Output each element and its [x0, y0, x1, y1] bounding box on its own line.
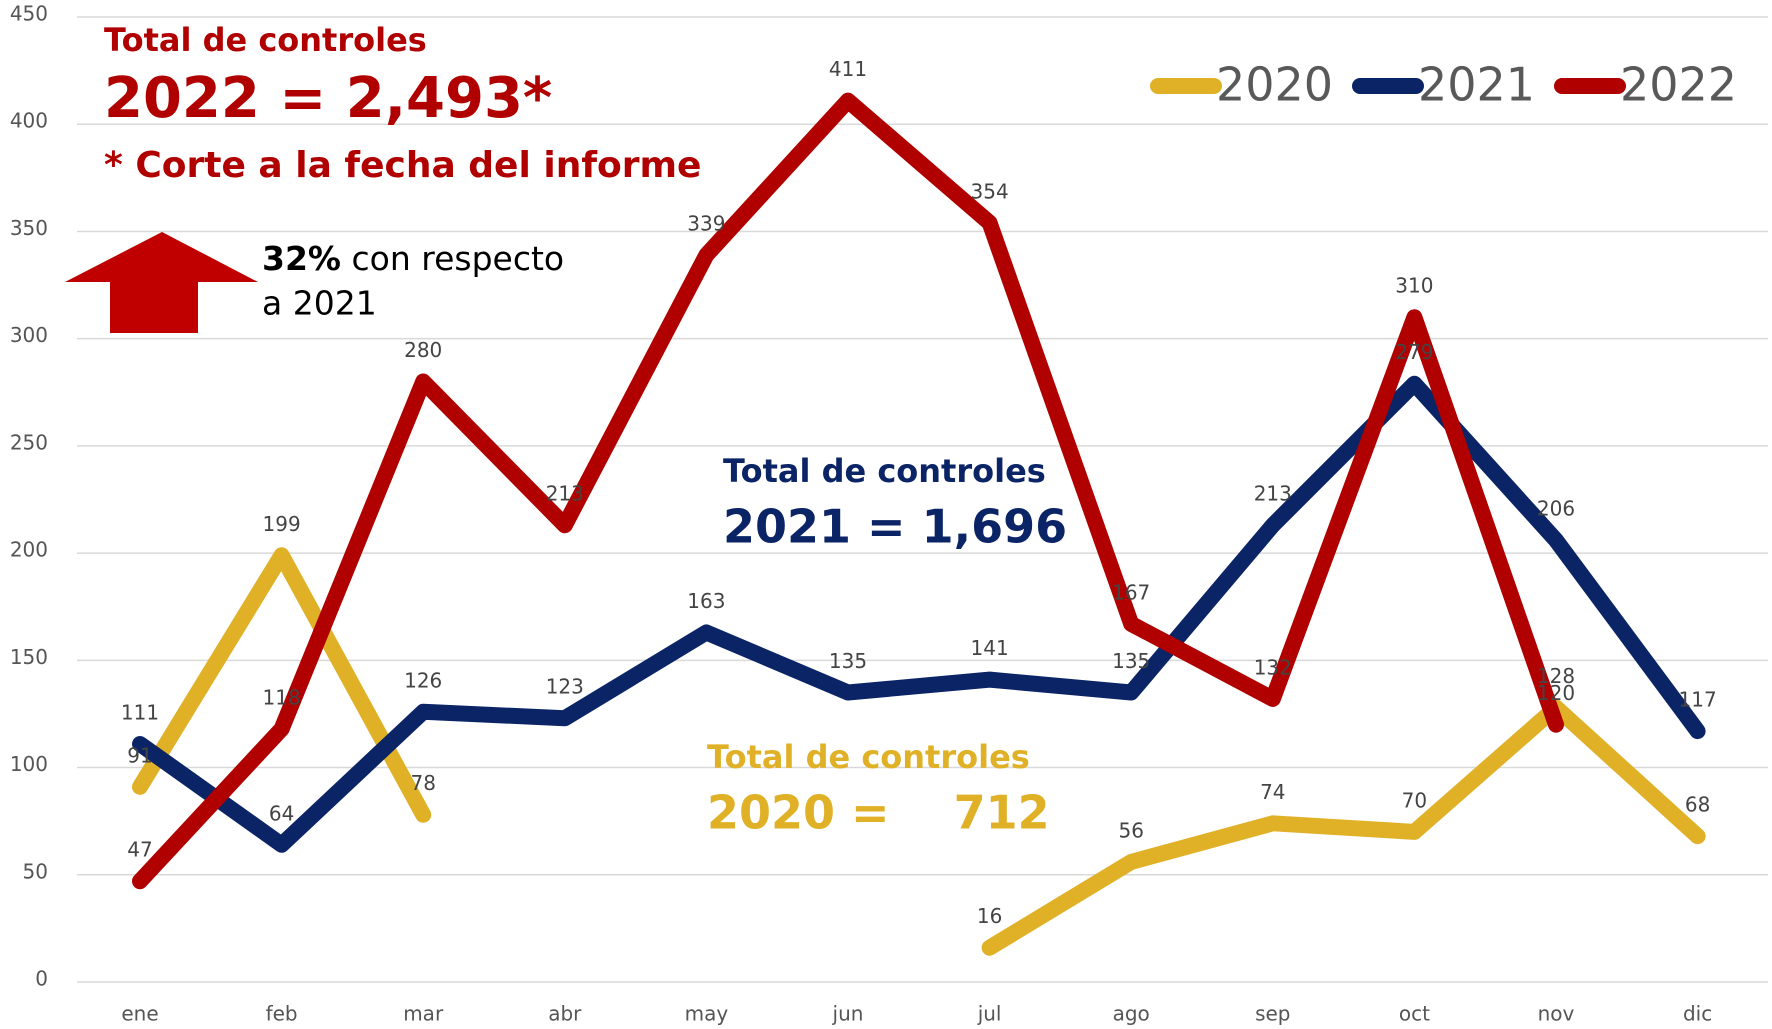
data-label: 279 — [1395, 340, 1433, 364]
change-note: 32% con respecto — [262, 239, 564, 278]
data-label: 117 — [1679, 688, 1717, 712]
legend-label: 2022 — [1620, 58, 1737, 112]
y-tick-label: 250 — [10, 430, 48, 454]
series-line — [132, 375, 1706, 853]
data-label: 78 — [410, 771, 435, 795]
annotation-title: Total de controles — [707, 738, 1030, 776]
series-line — [132, 92, 1564, 890]
data-label: 206 — [1537, 497, 1575, 521]
annotation-title: Total de controles — [104, 21, 427, 59]
data-label: 310 — [1395, 274, 1433, 298]
data-label: 64 — [269, 801, 294, 825]
y-tick-label: 350 — [10, 216, 48, 240]
x-tick-label: may — [685, 1002, 729, 1026]
x-tick-label: jul — [977, 1002, 1002, 1026]
data-label: 91 — [127, 743, 152, 767]
change-line: con respecto — [352, 239, 565, 278]
annotation-value: 2022 = 2,493* — [104, 66, 552, 131]
data-label: 280 — [404, 338, 442, 362]
data-label: 56 — [1118, 818, 1143, 842]
data-label: 126 — [404, 668, 442, 692]
x-tick-label: abr — [548, 1002, 582, 1026]
data-label: 132 — [1254, 655, 1292, 679]
x-tick-label: nov — [1538, 1002, 1575, 1026]
data-label: 135 — [829, 649, 867, 673]
series-line — [132, 547, 1706, 956]
y-tick-label: 0 — [35, 967, 48, 991]
data-label: 70 — [1402, 788, 1427, 812]
y-tick-label: 450 — [10, 2, 48, 26]
annotation-title: Total de controles — [723, 452, 1046, 490]
change-line: a 2021 — [262, 284, 377, 323]
data-label: 47 — [127, 838, 152, 862]
data-label: 354 — [971, 179, 1009, 203]
data-label: 128 — [1537, 664, 1575, 688]
annotation-note: * Corte a la fecha del informe — [104, 145, 701, 186]
data-label: 411 — [829, 57, 867, 81]
data-label: 339 — [687, 212, 725, 236]
y-tick-label: 100 — [10, 752, 48, 776]
x-tick-label: ago — [1113, 1002, 1150, 1026]
x-tick-label: ene — [121, 1002, 158, 1026]
x-tick-label: jun — [832, 1002, 864, 1026]
data-label: 123 — [546, 675, 584, 699]
x-tick-label: feb — [266, 1002, 298, 1026]
x-tick-label: mar — [403, 1002, 444, 1026]
data-label: 118 — [263, 685, 301, 709]
data-label: 16 — [977, 904, 1002, 928]
data-label: 213 — [546, 482, 584, 506]
x-tick-label: dic — [1683, 1002, 1712, 1026]
y-tick-label: 400 — [10, 109, 48, 133]
y-tick-label: 150 — [10, 645, 48, 669]
legend-label: 2021 — [1418, 58, 1535, 112]
x-tick-label: sep — [1255, 1002, 1290, 1026]
data-label: 213 — [1254, 482, 1292, 506]
legend-label: 2020 — [1216, 58, 1333, 112]
data-label: 74 — [1260, 780, 1285, 804]
y-tick-label: 300 — [10, 323, 48, 347]
data-label: 68 — [1685, 793, 1710, 817]
change-bold: 32% — [262, 239, 341, 278]
y-tick-label: 200 — [10, 538, 48, 562]
data-label: 120 — [1537, 681, 1575, 705]
data-label: 199 — [263, 512, 301, 536]
y-tick-label: 50 — [23, 859, 48, 883]
data-label: 141 — [971, 636, 1009, 660]
annotation-value: 2020 = 712 — [707, 786, 1050, 840]
up-arrow — [65, 232, 258, 333]
annotation-value: 2021 = 1,696 — [723, 500, 1067, 554]
data-label: 135 — [1112, 649, 1150, 673]
data-label: 167 — [1112, 580, 1150, 604]
x-tick-label: oct — [1399, 1002, 1430, 1026]
data-label: 163 — [687, 589, 725, 613]
data-label: 111 — [121, 700, 159, 724]
